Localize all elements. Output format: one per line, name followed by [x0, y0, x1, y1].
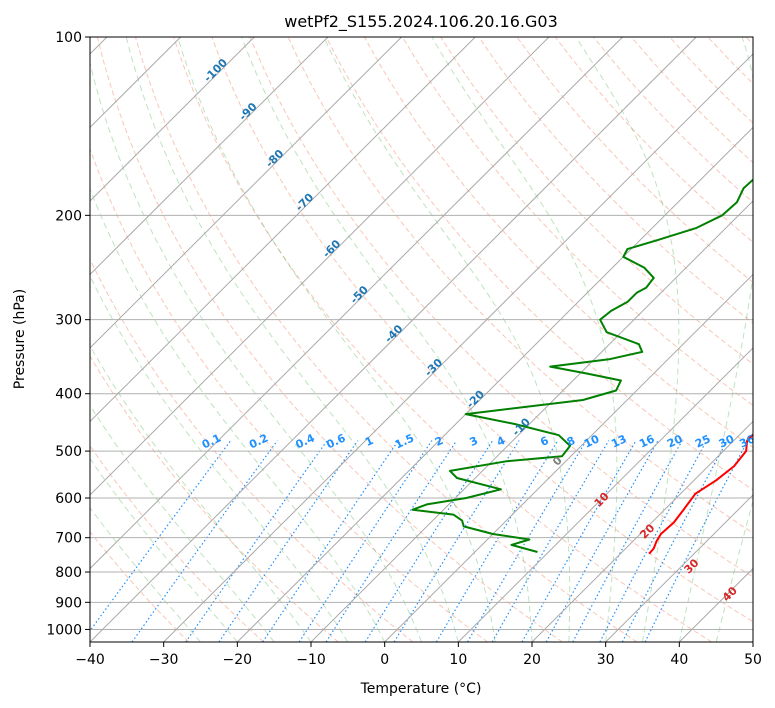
skewed-isotherm [90, 37, 697, 642]
mixing-ratio-line [325, 440, 458, 642]
x-tick-label: 30 [597, 652, 615, 668]
mixing-ratio-label: 30 [717, 432, 737, 450]
x-tick-label: −30 [149, 652, 179, 668]
x-tick-label: −40 [75, 652, 105, 668]
pressure-gridlines [90, 37, 753, 630]
dry-adiabat [90, 530, 190, 642]
dry-adiabat [90, 355, 339, 642]
mixing-ratio-line [185, 440, 328, 642]
mixing-ratio-label: 13 [609, 432, 628, 450]
y-tick-label: 500 [55, 444, 82, 460]
y-axis: 100 200 300 400 500 600 700 800 900 1000 [46, 30, 90, 638]
dry-adiabats [90, 37, 753, 642]
dry-adiabat [90, 445, 264, 642]
y-tick-label: 1000 [46, 622, 82, 638]
dry-adiabat [173, 37, 712, 642]
mixing-ratio-line [435, 440, 559, 642]
dry-adiabat [96, 37, 563, 642]
y-tick-label: 200 [55, 208, 82, 224]
mixing-ratio-line [298, 440, 433, 642]
mixing-ratio-line [131, 440, 278, 642]
mixing-ratio-label: 36 [737, 432, 757, 450]
mixing-ratio-label: 25 [693, 432, 712, 450]
x-axis-label: Temperature (°C) [360, 681, 482, 697]
y-tick-label: 700 [55, 531, 82, 547]
skewed-isotherm [90, 37, 550, 496]
skewed-isotherm [531, 420, 753, 642]
moist-adiabat [90, 187, 386, 642]
skewed-isotherms [90, 37, 753, 642]
y-axis-label: Pressure (hPa) [12, 289, 28, 389]
moist-adiabat [90, 61, 422, 642]
skewed-isotherm [457, 347, 753, 642]
x-tick-label: 50 [744, 652, 762, 668]
moist-adiabat [715, 499, 753, 642]
moist-adiabat [177, 37, 496, 642]
mixing-ratio-line [545, 440, 659, 642]
y-tick-label: 800 [55, 565, 82, 581]
y-tick-label: 400 [55, 387, 82, 403]
plot-area: -100-90-80-70-60-50-40-30-20-100.1 0.2 0.4… [90, 37, 757, 642]
mixing-ratio-line [466, 440, 587, 642]
moist-adiabat [90, 457, 238, 642]
mixing-ratio-line [491, 440, 610, 642]
mixing-ratio-line [572, 440, 683, 642]
x-tick-label: 20 [523, 652, 541, 668]
mixing-ratio-label: 20 [665, 432, 685, 450]
mixing-ratio-line [364, 440, 494, 642]
moist-adiabats [90, 37, 753, 642]
series-line [411, 178, 753, 553]
moist-adiabat [431, 37, 618, 642]
sounding-profiles [411, 178, 753, 555]
moist-adiabat [90, 506, 201, 642]
dry-adiabat [402, 37, 753, 406]
mixing-ratio-line [218, 440, 359, 642]
dry-adiabat [325, 37, 753, 491]
skewed-isotherm [90, 37, 402, 349]
dry-adiabat [134, 37, 638, 642]
skewed-isotherm [90, 37, 329, 276]
moist-adiabat [125, 37, 459, 642]
x-tick-label: −20 [223, 652, 253, 668]
skewed-isotherm [163, 53, 753, 642]
y-tick-label: 900 [55, 595, 82, 611]
x-axis: −40 −30 −20 −10 0 10 20 30 40 50 [75, 642, 762, 668]
moist-adiabat [575, 37, 680, 642]
dry-adiabat [516, 37, 753, 284]
dry-adiabat [90, 147, 488, 642]
dry-adiabat [211, 37, 753, 623]
moist-adiabat [90, 274, 349, 642]
mixing-ratio-label: 10 [582, 432, 602, 450]
mixing-ratio-line [521, 440, 637, 642]
plot-frame [89, 36, 754, 643]
x-tick-label: 10 [449, 652, 467, 668]
chart-title: wetPf2_S155.2024.106.20.16.G03 [284, 12, 558, 32]
moist-adiabat [241, 37, 533, 642]
skewed-isotherm [605, 494, 753, 642]
skewed-isotherm [90, 37, 623, 570]
skewed-isotherm [384, 273, 753, 642]
skewed-isotherm [236, 126, 753, 642]
mixing-ratio-label: 16 [637, 432, 657, 450]
x-tick-label: 0 [380, 652, 389, 668]
y-tick-label: 100 [55, 30, 82, 46]
skewed-isotherm [310, 200, 753, 642]
dry-adiabat [249, 37, 753, 578]
series-line [648, 433, 753, 555]
moist-adiabat [90, 404, 275, 642]
mixing-ratio-line [262, 440, 399, 642]
moist-adiabat [323, 37, 571, 642]
y-tick-label: 600 [55, 491, 82, 507]
x-tick-label: −10 [296, 652, 326, 668]
x-tick-label: 40 [670, 652, 688, 668]
mixing-ratio-line [90, 440, 232, 632]
moist-adiabat [678, 37, 753, 642]
skewed-isotherm [90, 37, 476, 423]
skewed-isotherm [90, 37, 255, 202]
y-tick-label: 300 [55, 313, 82, 329]
